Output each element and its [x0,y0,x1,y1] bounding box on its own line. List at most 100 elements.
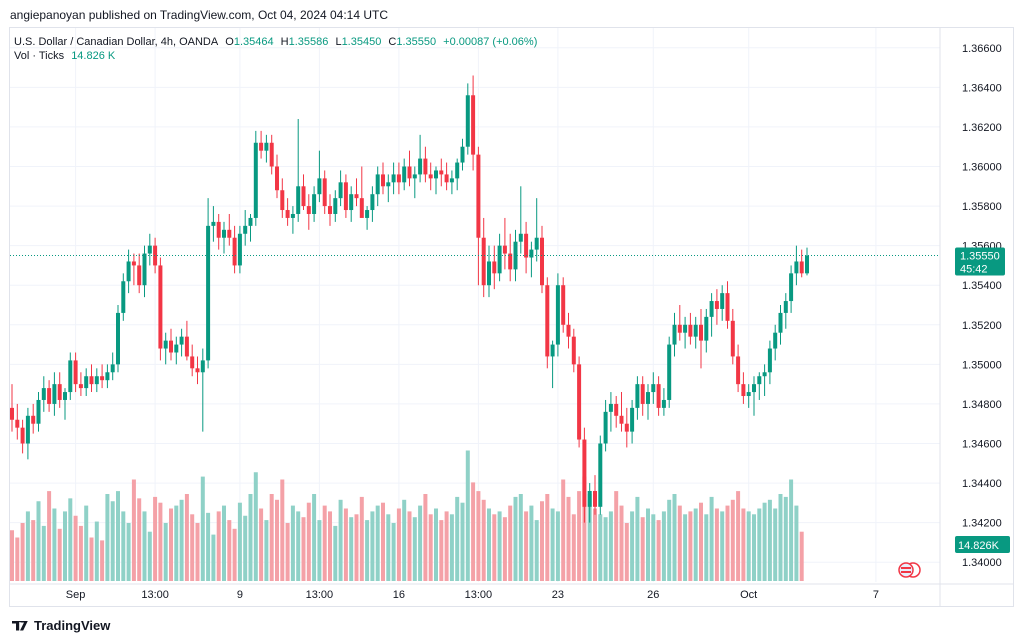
candle-body[interactable] [20,427,25,444]
candle-body[interactable] [444,174,449,183]
candle-body[interactable] [84,376,89,389]
candle-body[interactable] [227,229,232,238]
candle-body[interactable] [497,245,502,274]
candle-body[interactable] [561,285,566,325]
candle-body[interactable] [752,384,756,393]
candle-body[interactable] [471,95,476,155]
candle-body[interactable] [534,237,539,250]
candle-body[interactable] [455,162,460,179]
candle-body[interactable] [582,439,587,507]
candle-body[interactable] [439,170,444,175]
candle-body[interactable] [116,312,120,365]
candle-body[interactable] [667,344,672,400]
candle-body[interactable] [614,403,619,416]
candle-body[interactable] [407,166,412,179]
candle-body[interactable] [434,170,438,179]
candle-body[interactable] [465,95,470,147]
candle-body[interactable] [481,237,486,286]
candle-body[interactable] [269,142,274,167]
candle-body[interactable] [100,376,105,381]
candle-body[interactable] [25,415,30,444]
candle-body[interactable] [232,237,237,266]
candle-body[interactable] [704,316,709,341]
candle-body[interactable] [370,194,375,211]
candle-body[interactable] [518,233,523,242]
candle-body[interactable] [63,392,67,400]
candle-body[interactable] [683,324,688,333]
candle-body[interactable] [635,384,640,408]
candle-body[interactable] [31,415,36,424]
candle-body[interactable] [179,336,184,345]
us-flag-icon[interactable] [898,562,914,578]
candle-body[interactable] [296,186,301,214]
candle-body[interactable] [746,392,751,397]
candle-body[interactable] [121,281,126,313]
candle-body[interactable] [301,186,306,207]
candle-body[interactable] [699,324,703,341]
candle-body[interactable] [15,419,20,428]
candle-body[interactable] [153,245,158,266]
candle-body[interactable] [736,356,741,385]
candle-body[interactable] [237,233,242,266]
candle-body[interactable] [773,332,778,349]
candle-body[interactable] [449,178,454,183]
candle-body[interactable] [624,423,629,432]
candle-body[interactable] [195,368,200,373]
candle-body[interactable] [805,255,809,274]
candle-body[interactable] [174,344,179,353]
candle-body[interactable] [131,261,136,266]
candle-body[interactable] [105,372,110,381]
candle-body[interactable] [757,376,762,385]
candle-body[interactable] [550,344,555,357]
candle-body[interactable] [211,221,216,226]
candle-body[interactable] [163,340,168,349]
candle-body[interactable] [264,142,269,151]
candle-body[interactable] [73,360,78,385]
candle-body[interactable] [661,399,666,408]
candle-body[interactable] [741,384,746,397]
candle-body[interactable] [200,360,205,373]
candle-body[interactable] [672,324,677,345]
candle-body[interactable] [375,174,380,195]
candle-body[interactable] [688,324,693,337]
candle-body[interactable] [524,233,529,258]
candle-body[interactable] [789,273,794,302]
candle-body[interactable] [783,301,788,313]
candle-body[interactable] [381,174,385,187]
candle-body[interactable] [184,336,189,357]
candle-body[interactable] [280,190,285,211]
candle-body[interactable] [593,490,597,507]
candle-body[interactable] [725,293,730,321]
candle-body[interactable] [158,265,163,349]
candle-body[interactable] [545,285,550,357]
candle-body[interactable] [603,411,608,444]
candle-body[interactable] [646,392,650,404]
candle-body[interactable] [94,376,99,385]
candle-body[interactable] [36,399,41,424]
candle-body[interactable] [730,320,735,357]
candle-body[interactable] [794,261,799,274]
candle-body[interactable] [693,324,698,337]
candle-body[interactable] [402,166,407,183]
candle-body[interactable] [656,384,661,408]
candle-body[interactable] [709,301,714,317]
candle-body[interactable] [391,174,396,183]
candle-body[interactable] [412,174,417,179]
candle-body[interactable] [487,261,491,286]
volume-legend-label[interactable]: Vol · Ticks [14,50,65,62]
candle-body[interactable] [587,490,592,507]
candle-body[interactable] [78,384,83,389]
candle-body[interactable] [248,217,253,226]
candle-body[interactable] [598,443,603,507]
candle-body[interactable] [328,206,332,214]
candle-body[interactable] [290,213,295,218]
candle-body[interactable] [333,198,338,214]
tradingview-logo[interactable]: TradingView [12,618,110,633]
candle-body[interactable] [529,249,534,258]
candle-body[interactable] [423,158,428,175]
candle-body[interactable] [68,360,73,393]
candle-body[interactable] [10,407,14,420]
candle-body[interactable] [492,261,497,274]
candle-body[interactable] [41,388,46,400]
